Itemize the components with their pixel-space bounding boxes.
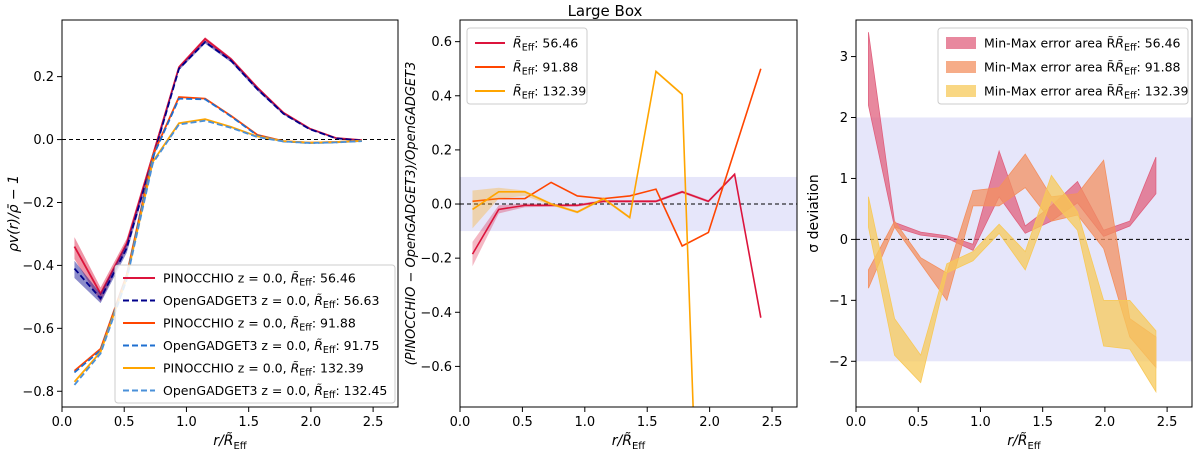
y-tick-label: 0.6 [431, 35, 452, 50]
x-axis-label: r/R̃Eff [612, 432, 647, 452]
legend-box [114, 264, 396, 404]
y-tick-label: −0.2 [22, 196, 54, 211]
x-tick-label: 2.5 [762, 415, 783, 430]
legend-label: Min-Max error area R̃R̃Eff: 91.88 [984, 60, 1181, 78]
y-tick-label: 1 [840, 172, 848, 187]
legend-label: OpenGADGET3 z = 0.0, R̃Eff: 91.75 [163, 338, 379, 356]
legend-label: R̃Eff: 132.39 [513, 84, 586, 102]
y-tick-label: 0.4 [431, 89, 452, 104]
legend-label: PINOCCHIO z = 0.0, R̃Eff: 56.46 [163, 271, 356, 289]
x-tick-label: 0.0 [52, 415, 73, 430]
legend-label: Min-Max error area R̃R̃Eff: 132.39 [984, 84, 1189, 102]
series-line [471, 172, 762, 318]
legend: Min-Max error area R̃R̃Eff: 56.46 Min-Max… [937, 27, 1189, 105]
legend-label: R̃Eff: 91.88 [513, 60, 578, 78]
legend-label: PINOCCHIO z = 0.0, R̃Eff: 132.39 [163, 361, 364, 379]
y-tick-label: 0.0 [431, 198, 452, 213]
y-tick-label: 0 [840, 233, 848, 248]
y-tick-label: −2 [829, 355, 848, 370]
y-tick-label: 0.2 [33, 70, 54, 85]
series-line [73, 119, 362, 386]
legend-swatch [946, 61, 976, 73]
y-tick-label: 2 [840, 111, 848, 126]
legend-label: PINOCCHIO z = 0.0, R̃Eff: 91.88 [163, 316, 356, 334]
y-tick-label: −0.8 [22, 385, 54, 400]
figure-title: Large Box [568, 2, 643, 20]
x-tick-label: 0.0 [846, 415, 867, 430]
x-tick-label: 1.0 [970, 415, 991, 430]
y-axis-label: (PINOCCHIO − OpenGADGET3)/OpenGADGET3 [404, 62, 419, 366]
y-axis-label: ρv(r)/ρ̄ − 1 [6, 175, 22, 252]
y-tick-label: −0.4 [420, 306, 452, 321]
plot-frame [61, 19, 399, 408]
legend-label: OpenGADGET3 z = 0.0, R̃Eff: 56.63 [163, 293, 379, 311]
y-tick-label: −0.6 [22, 322, 54, 337]
legend-label: Min-Max error area R̃R̃Eff: 56.46 [984, 36, 1181, 54]
y-tick-label: 0.2 [431, 143, 452, 158]
x-tick-label: 1.0 [574, 415, 595, 430]
y-tick-label: −0.4 [22, 259, 54, 274]
x-tick-label: 2.0 [699, 415, 720, 430]
x-tick-label: 1.5 [637, 415, 658, 430]
x-tick-label: 2.5 [363, 415, 384, 430]
x-tick-label: 1.5 [238, 415, 259, 430]
series-line [73, 37, 362, 296]
legend-label: R̃Eff: 56.46 [513, 36, 578, 54]
plot-area [856, 32, 1192, 394]
y-tick-label: −0.6 [420, 360, 452, 375]
legend-swatch [946, 37, 976, 49]
y-tick-label: −0.2 [420, 252, 452, 267]
series-error-band [472, 172, 761, 320]
y-tick-label: −1 [829, 294, 848, 309]
x-tick-label: 1.5 [1032, 415, 1053, 430]
min-max-area [868, 174, 1157, 394]
x-tick-label: 2.0 [1095, 415, 1116, 430]
y-tick-label: 3 [840, 50, 848, 65]
series-line [472, 69, 694, 407]
plot-area [460, 68, 797, 407]
y-axis-label: σ deviation [806, 174, 822, 252]
series-line [73, 40, 362, 301]
legend-box [937, 27, 1189, 105]
series-error-band [472, 70, 694, 407]
plot-frame [459, 19, 798, 408]
legend: R̃Eff: 56.46 R̃Eff: 91.88 R̃Eff: 132.39 [466, 27, 588, 105]
x-tick-label: 2.5 [1157, 415, 1178, 430]
legend-box [466, 27, 588, 105]
x-tick-label: 2.0 [301, 415, 322, 430]
legend: PINOCCHIO z = 0.0, R̃Eff: 56.46 OpenGADGE… [114, 264, 396, 404]
x-tick-label: 1.0 [176, 415, 197, 430]
x-axis-label: r/R̃Eff [1007, 432, 1042, 452]
legend-label: OpenGADGET3 z = 0.0, R̃Eff: 132.45 [163, 383, 387, 401]
x-tick-label: 0.5 [114, 415, 135, 430]
x-tick-label: 0.0 [450, 415, 471, 430]
x-tick-label: 0.5 [512, 415, 533, 430]
panel-left-profiles: 0.0 0.5 1.0 1.5 2.0 2.5 −0.8 −0.6 −0.4 −0.2 0.0 0.2… [6, 19, 399, 452]
panel-middle-relative-difference: 0.0 0.5 1.0 1.5 2.0 2.5 −0.6 −0.4 −0.2 0.0 0.2 0.4 0… [404, 19, 798, 452]
x-tick-label: 0.5 [908, 415, 929, 430]
y-tick-label: 0.0 [33, 133, 54, 148]
panel-right-sigma-deviation: 0.0 0.5 1.0 1.5 2.0 2.5 −2 −1 0 1 2 3 r/R̃Eff σ devia… [806, 19, 1193, 452]
plot-frame [855, 19, 1193, 408]
x-axis-label: r/R̃Eff [213, 432, 248, 452]
series-error-band [74, 40, 362, 304]
legend-swatch [946, 85, 976, 97]
